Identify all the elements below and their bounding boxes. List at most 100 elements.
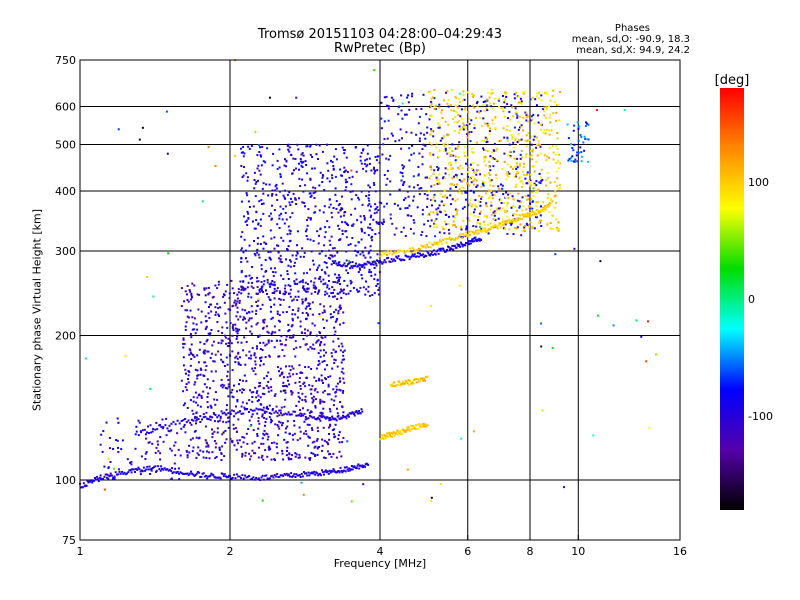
data-point bbox=[94, 478, 97, 481]
data-point bbox=[404, 197, 407, 200]
data-point bbox=[306, 172, 309, 175]
data-point bbox=[342, 390, 345, 392]
data-point bbox=[342, 414, 344, 417]
scatter-points bbox=[79, 59, 657, 503]
data-point bbox=[332, 388, 335, 391]
data-point bbox=[223, 294, 226, 297]
data-point bbox=[473, 208, 476, 211]
data-point bbox=[444, 194, 447, 197]
data-point bbox=[94, 477, 96, 479]
data-point bbox=[439, 483, 442, 486]
data-point bbox=[207, 392, 210, 395]
data-point bbox=[515, 168, 518, 170]
data-point bbox=[489, 127, 492, 130]
data-point bbox=[276, 415, 279, 418]
data-point bbox=[514, 175, 517, 178]
data-point bbox=[385, 202, 388, 205]
data-point bbox=[289, 230, 292, 233]
data-point bbox=[292, 474, 295, 477]
data-point bbox=[461, 167, 464, 170]
data-point bbox=[345, 236, 348, 239]
data-point bbox=[297, 391, 300, 394]
data-point bbox=[273, 267, 276, 270]
data-point bbox=[530, 154, 533, 157]
data-point bbox=[635, 319, 638, 322]
data-point bbox=[496, 227, 499, 230]
data-point bbox=[369, 249, 372, 252]
data-point bbox=[476, 104, 479, 107]
data-point bbox=[259, 218, 262, 221]
data-point bbox=[383, 253, 386, 255]
data-point bbox=[399, 259, 402, 262]
data-point bbox=[197, 418, 200, 421]
stats-o-line: mean, sd,O: -90.9, 18.3 bbox=[571, 34, 690, 45]
data-point bbox=[196, 404, 199, 407]
data-point bbox=[167, 429, 170, 432]
stats-heading: Phases bbox=[614, 23, 650, 34]
data-point bbox=[232, 427, 235, 430]
data-point bbox=[539, 182, 542, 185]
data-point bbox=[323, 311, 326, 313]
data-point bbox=[331, 174, 333, 177]
data-point bbox=[468, 123, 471, 126]
data-point bbox=[443, 203, 446, 206]
data-point bbox=[514, 220, 517, 223]
data-point bbox=[378, 261, 380, 264]
data-point bbox=[490, 190, 493, 193]
data-point bbox=[267, 339, 270, 342]
data-point bbox=[254, 195, 257, 198]
data-point bbox=[334, 175, 337, 178]
data-point bbox=[557, 160, 560, 163]
data-point bbox=[225, 438, 228, 441]
data-point bbox=[400, 179, 403, 182]
data-point bbox=[176, 419, 179, 422]
data-point bbox=[427, 190, 430, 193]
data-point bbox=[435, 208, 438, 211]
data-point bbox=[259, 146, 262, 149]
data-point bbox=[385, 254, 388, 256]
data-point bbox=[342, 372, 345, 375]
data-point bbox=[526, 224, 529, 227]
data-point bbox=[259, 348, 262, 350]
data-point bbox=[476, 141, 478, 144]
data-point bbox=[408, 383, 411, 386]
data-point bbox=[245, 402, 248, 405]
data-point bbox=[545, 159, 548, 162]
data-point bbox=[380, 437, 383, 440]
data-point bbox=[278, 148, 281, 151]
data-point bbox=[162, 426, 165, 428]
data-point bbox=[358, 198, 361, 201]
data-point bbox=[270, 419, 273, 422]
data-point bbox=[362, 167, 365, 170]
data-point bbox=[262, 363, 265, 366]
data-point bbox=[262, 341, 265, 344]
data-point bbox=[333, 288, 336, 291]
data-point bbox=[365, 280, 367, 283]
data-point bbox=[531, 207, 534, 210]
data-point bbox=[465, 162, 467, 165]
data-point bbox=[277, 251, 280, 254]
data-point bbox=[246, 179, 249, 182]
data-point bbox=[325, 378, 327, 381]
data-point bbox=[318, 184, 321, 187]
data-point bbox=[338, 471, 341, 474]
data-point bbox=[447, 105, 450, 108]
data-point bbox=[330, 159, 332, 162]
data-point bbox=[150, 431, 153, 434]
data-point bbox=[284, 211, 287, 214]
data-point bbox=[313, 197, 316, 199]
data-point bbox=[431, 204, 433, 207]
data-point bbox=[382, 437, 385, 440]
data-point bbox=[305, 235, 308, 237]
data-point bbox=[264, 344, 267, 347]
data-point bbox=[503, 99, 506, 102]
data-point bbox=[493, 210, 496, 213]
data-point bbox=[526, 120, 529, 123]
data-point bbox=[307, 366, 310, 369]
data-point bbox=[430, 499, 433, 502]
data-point bbox=[433, 169, 436, 172]
data-point bbox=[505, 129, 508, 132]
data-point bbox=[339, 291, 342, 294]
data-point bbox=[546, 222, 549, 225]
data-point bbox=[567, 159, 570, 162]
